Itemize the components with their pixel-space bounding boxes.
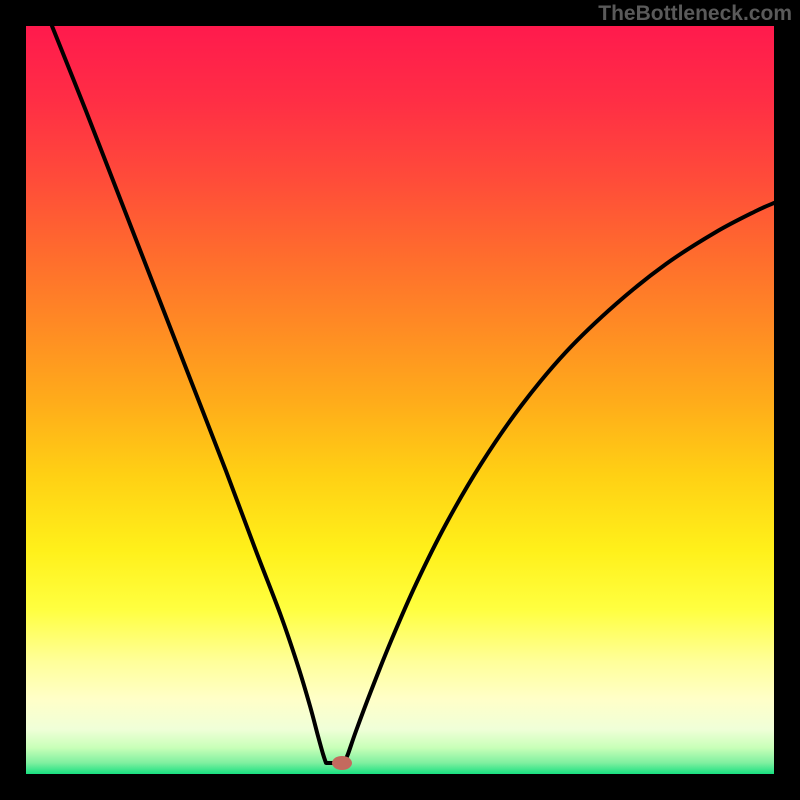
- watermark-text: TheBottleneck.com: [598, 2, 792, 26]
- chart-container: TheBottleneck.com: [0, 0, 800, 800]
- plot-gradient-background: [26, 26, 774, 774]
